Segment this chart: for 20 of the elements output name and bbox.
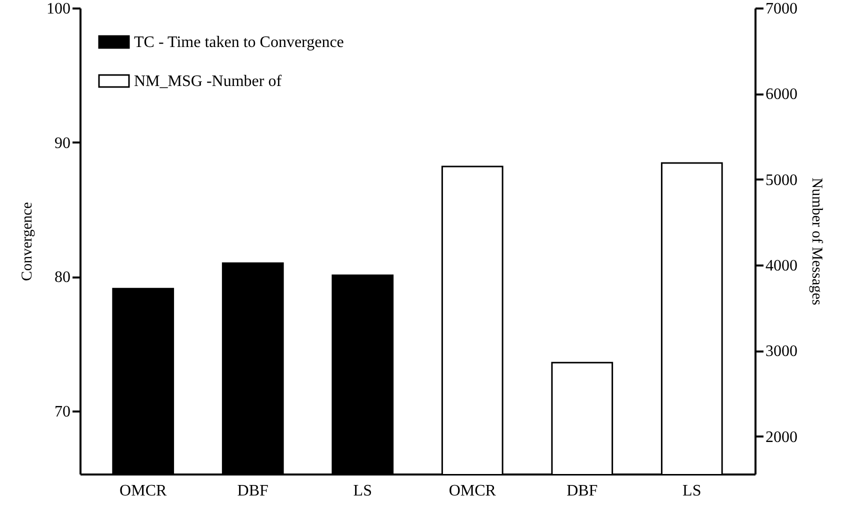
y2-tick-label: 4000	[766, 257, 798, 274]
x-tick-label: OMCR	[448, 482, 496, 500]
y2-tick-label: 6000	[766, 86, 798, 104]
y-tick-label: 80	[54, 269, 70, 286]
y-tick-label: 100	[46, 0, 70, 18]
y2-tick-label: 5000	[766, 172, 798, 189]
y2-axis-title: Number of Messages	[808, 178, 824, 306]
y-tick-label: 70	[54, 403, 70, 420]
x-tick-label: DBF	[237, 482, 269, 500]
x-tick-label: DBF	[566, 482, 598, 500]
y2-tick-label: 7000	[766, 0, 798, 18]
y2-tick-label: 3000	[766, 343, 798, 360]
y-axis-title: Convergence	[20, 202, 36, 281]
x-tick-label: LS	[682, 482, 702, 500]
y2-tick-label: 2000	[766, 428, 798, 446]
y-tick-label: 90	[54, 134, 70, 152]
legend-label: TC - Time taken to Convergence	[134, 34, 344, 51]
x-tick-label: LS	[353, 482, 372, 500]
x-tick-label: OMCR	[120, 482, 167, 500]
legend-label: NM_MSG -Number of	[134, 73, 282, 90]
